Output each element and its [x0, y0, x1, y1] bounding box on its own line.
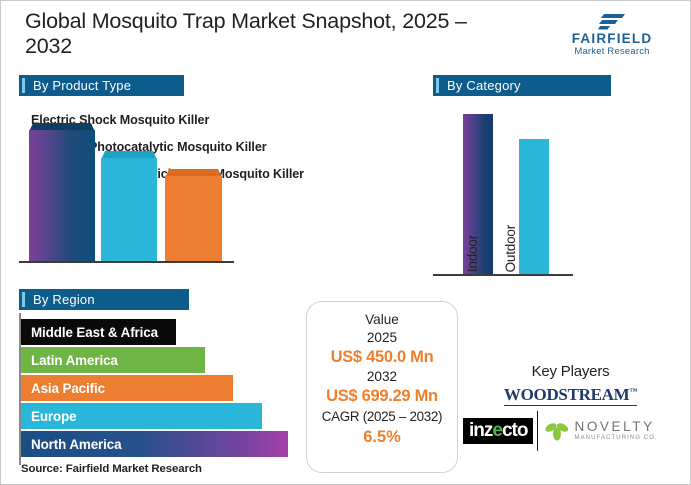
cagr-label: CAGR (2025 – 2032)	[321, 409, 443, 424]
inzecto-prefix: inz	[469, 420, 493, 441]
bar-photocatalytic	[101, 151, 157, 261]
key-players-logo-row: inzecto NOVELTY MANUFACTURING CO.	[463, 411, 678, 451]
source-note: Source: Fairfield Market Research	[21, 463, 202, 475]
region-chart-axis	[19, 313, 21, 465]
category-chart-baseline	[433, 274, 573, 276]
inzecto-highlight-letter: e	[492, 420, 503, 441]
bar-electric-shock	[29, 123, 95, 261]
section-header-product-type: By Product Type	[19, 75, 184, 96]
bar-top-face-3	[165, 169, 222, 178]
novelty-wordmark: NOVELTY	[574, 418, 655, 434]
bar-sticky-trap	[165, 169, 222, 261]
section-label-region: By Region	[33, 292, 95, 307]
section-label-product-type: By Product Type	[33, 78, 132, 93]
key-players-title: Key Players	[531, 363, 610, 380]
novelty-subtitle: MANUFACTURING CO.	[574, 434, 658, 441]
bar-body-3	[165, 176, 222, 261]
fairfield-logo: FAIRFIELD Market Research	[552, 13, 672, 57]
logo-wordmark: FAIRFIELD	[571, 31, 653, 46]
logo-woodstream: WOODSTREAM™	[463, 385, 678, 406]
logo-inzecto: inzecto	[463, 418, 534, 444]
bar-label-photocatalytic: Photocatalytic Mosquito Killer	[89, 140, 267, 154]
banner-accent-bar	[22, 78, 25, 93]
section-header-region: By Region	[19, 289, 189, 310]
bar-label-outdoor: Outdoor	[503, 224, 518, 272]
bar-outdoor	[519, 139, 549, 274]
chart-by-region: Middle East & Africa Latin America Asia …	[19, 313, 309, 465]
logo-novelty: NOVELTY MANUFACTURING CO.	[544, 418, 658, 443]
chart-by-product-type: Electric Shock Mosquito Killer Photocata…	[19, 109, 349, 269]
region-label-north-america: North America	[31, 436, 122, 452]
section-header-category: By Category	[433, 75, 611, 96]
value-summary-box: Value 2025 US$ 450.0 Mn 2032 US$ 699.29 …	[306, 301, 458, 473]
region-bar-europe: Europe	[21, 403, 262, 429]
region-label-europe: Europe	[31, 408, 77, 424]
value-year-forecast: 2032	[366, 369, 398, 384]
bar-top-face-2	[101, 151, 157, 160]
region-label-asia-pacific: Asia Pacific	[31, 380, 105, 396]
leaf-sprout-icon	[545, 423, 569, 441]
chart-by-category: Indoor Outdoor	[433, 109, 633, 284]
bar-indoor	[463, 114, 493, 274]
value-year-base: 2025	[366, 330, 398, 345]
logo-tagline: Market Research	[574, 46, 650, 57]
region-label-latin-america: Latin America	[31, 352, 118, 368]
woodstream-wordmark: WOODSTREAM	[503, 385, 630, 404]
trademark-icon: ™	[629, 386, 638, 396]
bar-label-indoor: Indoor	[465, 234, 480, 272]
product-chart-baseline	[19, 261, 234, 263]
region-bar-north-america: North America	[21, 431, 288, 457]
region-bar-latin-america: Latin America	[21, 347, 205, 373]
inzecto-suffix: cto	[501, 420, 528, 441]
region-bar-asia-pacific: Asia Pacific	[21, 375, 233, 401]
value-amount-base: US$ 450.0 Mn	[330, 348, 434, 366]
logo-divider	[537, 411, 539, 451]
fairfield-f-mark	[598, 14, 625, 30]
banner-accent-bar	[436, 78, 439, 93]
bar-body-1	[29, 130, 95, 261]
value-amount-forecast: US$ 699.29 Mn	[326, 387, 438, 405]
banner-accent-bar	[22, 292, 25, 307]
value-label: Value	[365, 312, 399, 327]
bar-top-face-1	[29, 123, 95, 132]
section-label-category: By Category	[447, 78, 521, 93]
region-label-middle-east-africa: Middle East & Africa	[31, 324, 158, 340]
region-bar-middle-east-africa: Middle East & Africa	[21, 319, 176, 345]
page-title: Global Mosquito Trap Market Snapshot, 20…	[25, 9, 467, 58]
bar-body-2	[101, 158, 157, 261]
key-players-section: Key Players WOODSTREAM™ inzecto N	[463, 363, 678, 451]
cagr-value: 6.5%	[363, 428, 401, 446]
